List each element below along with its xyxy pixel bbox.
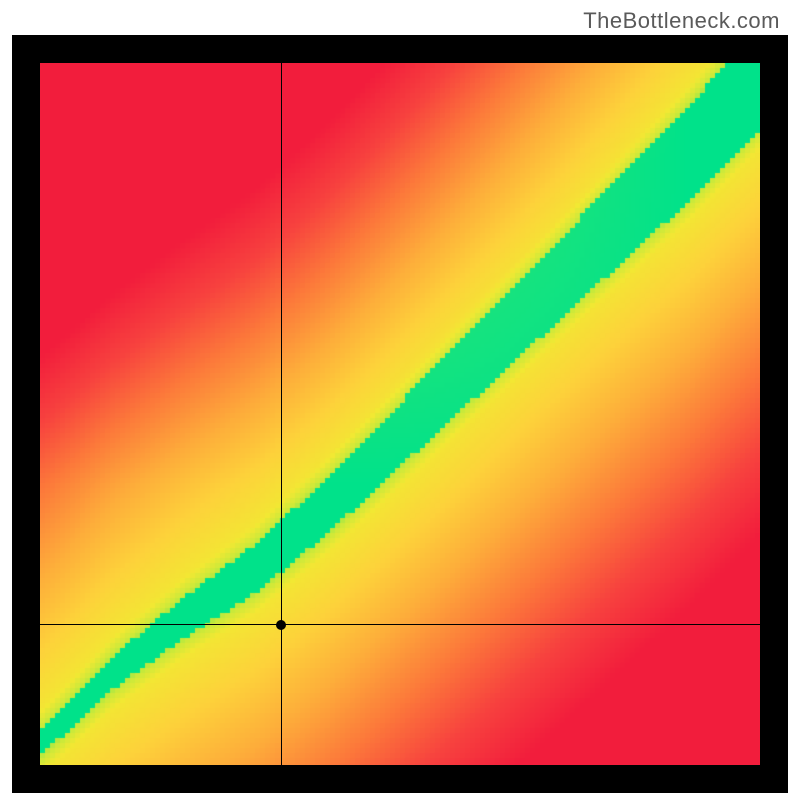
attribution-text: TheBottleneck.com — [583, 8, 780, 34]
plot-outer-border — [12, 35, 788, 793]
heatmap-canvas — [40, 63, 760, 765]
plot-area — [40, 63, 760, 765]
chart-container: TheBottleneck.com — [0, 0, 800, 800]
